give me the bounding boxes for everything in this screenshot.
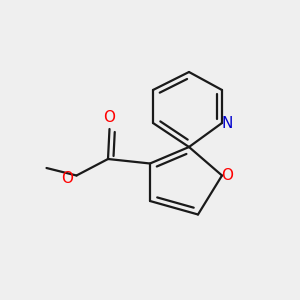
Text: O: O [221, 168, 233, 183]
Text: O: O [103, 110, 116, 124]
Text: N: N [222, 116, 233, 130]
Text: O: O [61, 171, 74, 186]
